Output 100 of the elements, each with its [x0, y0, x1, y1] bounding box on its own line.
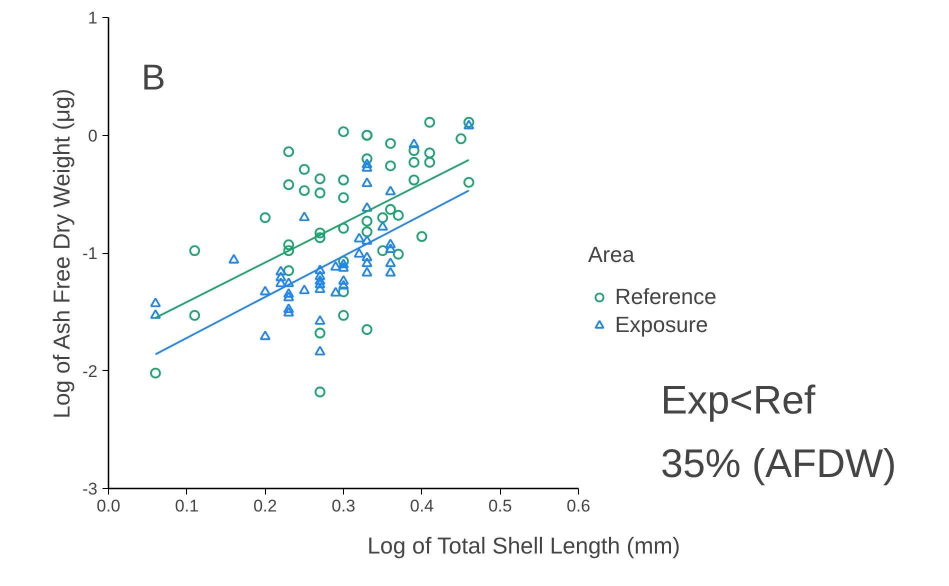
point [338, 258, 349, 268]
point [283, 146, 294, 158]
point [408, 156, 420, 168]
point [283, 239, 294, 250]
point [314, 346, 326, 356]
point [362, 235, 372, 245]
point [338, 262, 349, 272]
point [362, 177, 372, 188]
point [362, 202, 372, 212]
point [275, 272, 286, 282]
point [385, 186, 396, 196]
point [463, 176, 474, 188]
point [362, 162, 372, 172]
point [338, 275, 349, 285]
point [228, 254, 240, 264]
point [150, 298, 161, 308]
point [338, 256, 349, 267]
point [283, 306, 294, 317]
point [362, 258, 372, 268]
legend-label: Reference [615, 284, 717, 310]
point [338, 280, 349, 290]
point [385, 243, 396, 253]
y-tick-label: 1 [88, 8, 98, 28]
point [338, 192, 349, 204]
point [283, 265, 294, 276]
point [314, 275, 326, 285]
point [298, 164, 310, 175]
point [377, 245, 388, 256]
point [283, 179, 294, 190]
y-axis-title: Log of Ash Free Dry Weight (μg) [48, 88, 74, 419]
text: Exp<Ref [660, 378, 816, 423]
point [314, 264, 326, 274]
point [314, 228, 326, 238]
point [314, 315, 326, 325]
point [314, 386, 326, 398]
point [354, 232, 365, 242]
point [338, 310, 349, 321]
point [408, 138, 420, 148]
point [283, 288, 294, 298]
point [408, 145, 420, 156]
point [408, 174, 420, 186]
legend-label: Exposure [615, 312, 708, 338]
legend-title: Area [588, 242, 636, 268]
point [298, 212, 310, 222]
x-tick-label: 0.0 [96, 496, 120, 516]
point [275, 266, 286, 276]
point [385, 266, 396, 277]
x-axis-title: Log of Total Shell Length (mm) [367, 532, 680, 558]
point [392, 248, 404, 260]
point [314, 270, 326, 280]
point [463, 120, 474, 130]
point [314, 278, 326, 288]
point [298, 284, 310, 294]
point [260, 330, 271, 340]
point [150, 368, 161, 378]
point [283, 303, 294, 314]
point [314, 328, 326, 338]
point [338, 126, 349, 138]
point [362, 324, 372, 335]
x-tick-label: 0.5 [488, 496, 512, 516]
point [283, 292, 294, 302]
point [298, 185, 310, 196]
point [283, 245, 294, 256]
point [424, 116, 436, 128]
point [385, 160, 396, 172]
point [338, 174, 349, 186]
point [424, 156, 436, 168]
point [150, 309, 161, 319]
x-tick-label: 0.2 [253, 496, 277, 516]
x-tick-label: 0.6 [566, 496, 590, 516]
point [416, 231, 428, 242]
point [314, 188, 326, 198]
point [456, 133, 466, 144]
point [392, 210, 404, 221]
point [189, 245, 200, 256]
x-tick-label: 0.3 [332, 496, 356, 516]
point [424, 148, 436, 158]
point [362, 153, 372, 164]
point [385, 258, 396, 268]
point [377, 212, 388, 224]
point [338, 286, 349, 298]
point [330, 261, 342, 271]
point [463, 116, 474, 128]
point [385, 204, 396, 215]
point [283, 278, 294, 288]
annotation: B [141, 56, 166, 98]
point [189, 310, 200, 321]
point [362, 266, 372, 277]
point [338, 222, 349, 234]
point [260, 212, 271, 224]
point [362, 226, 372, 238]
y-tick-label: -2 [82, 362, 98, 381]
y-tick-label: -1 [82, 244, 98, 263]
point [385, 138, 396, 149]
point [314, 283, 326, 293]
point [330, 286, 342, 297]
point [362, 252, 372, 262]
point [362, 216, 372, 227]
point [362, 158, 372, 168]
point [314, 173, 326, 184]
